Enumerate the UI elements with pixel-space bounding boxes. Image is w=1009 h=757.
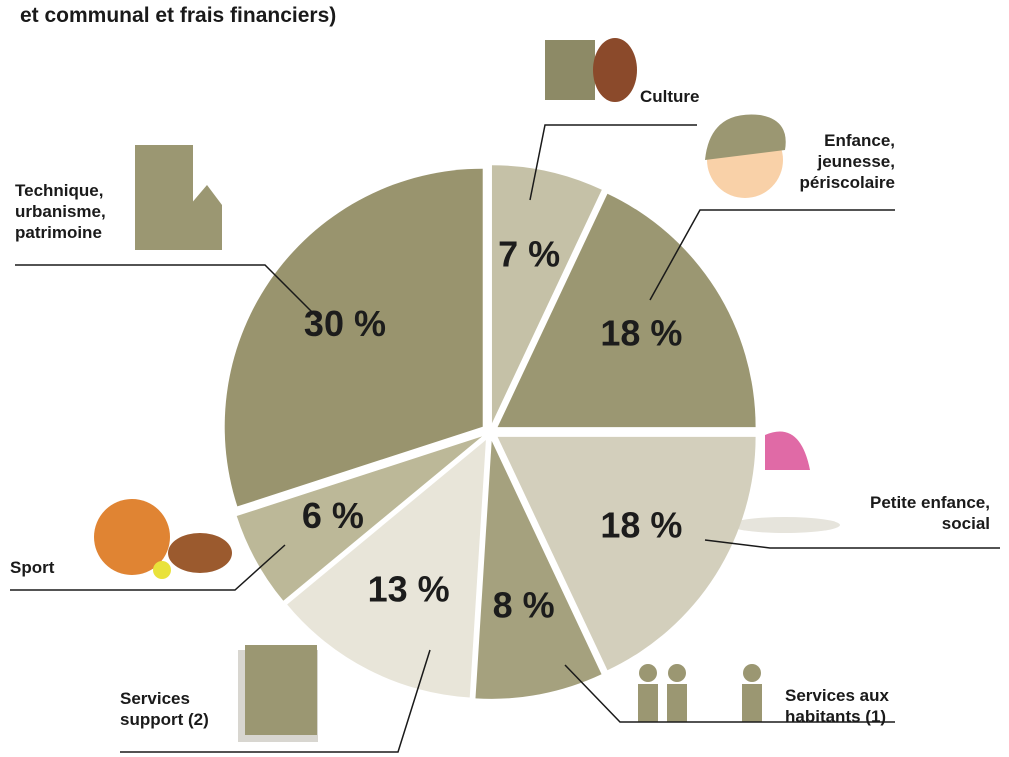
callout-line (649, 209, 895, 301)
callout-line (120, 649, 431, 753)
shadow (730, 517, 840, 533)
cap-icon (705, 114, 786, 160)
callout-line (704, 539, 1000, 549)
binder-icon (245, 645, 317, 735)
slice-category-label: Sport (10, 558, 55, 577)
slice-value-label: 6 % (302, 495, 364, 536)
title: et communal et frais financiers) (20, 4, 337, 27)
callout-line (15, 264, 321, 321)
icons (94, 38, 840, 742)
violin-icon (593, 38, 637, 102)
slice-value-label: 18 % (600, 505, 682, 546)
tennis-icon (153, 561, 171, 579)
people-icon (638, 664, 762, 722)
callout-line (564, 664, 895, 723)
football-icon (168, 533, 232, 573)
ball-icon (94, 499, 170, 575)
pie-slice (497, 193, 756, 428)
slice-category-label: Petite enfance, social (870, 493, 990, 533)
book-icon (545, 40, 595, 100)
slice-category-label: Culture (640, 87, 700, 106)
building-icon (135, 145, 193, 250)
pie-slice (491, 165, 602, 424)
slice-value-label: 18 % (600, 312, 682, 353)
house-icon (190, 185, 222, 250)
slice-category-label: Enfance, jeunesse, périscolaire (799, 131, 895, 192)
slice-value-label: 30 % (304, 303, 386, 344)
pie-slice (287, 440, 486, 698)
pie-slice (224, 168, 483, 507)
slice-value-label: 13 % (368, 568, 450, 609)
pie-slice (475, 440, 602, 699)
pie-slice (497, 436, 756, 671)
callout-line (10, 544, 286, 591)
slice-value-label: 7 % (498, 234, 560, 275)
slice-category-label: Services support (2) (120, 689, 209, 729)
slice-category-label: Services aux habitants (1) (785, 686, 889, 726)
stroller-icon (765, 431, 810, 470)
slice-value-label: 8 % (493, 585, 555, 626)
callout-line (529, 124, 697, 201)
slice-category-label: Technique, urbanisme, patrimoine (15, 181, 106, 242)
pie-slice (236, 436, 483, 601)
